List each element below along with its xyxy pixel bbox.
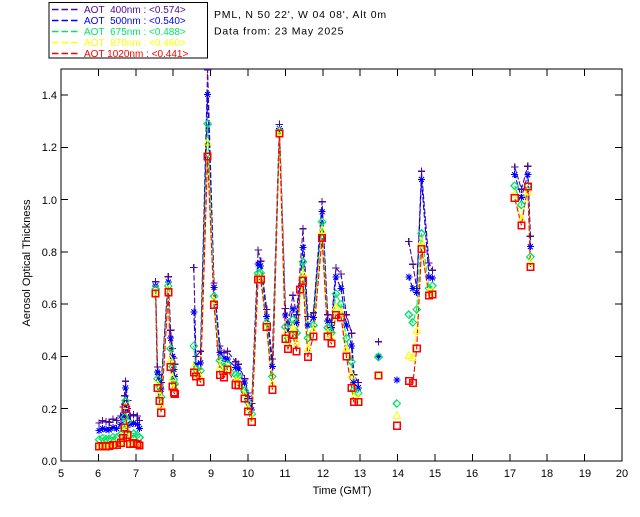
svg-text:13: 13 [354,468,366,480]
svg-text:0.2: 0.2 [42,404,57,416]
svg-text:AOT 400nm : <0.574>: AOT 400nm : <0.574> [84,5,186,16]
svg-text:1.0: 1.0 [42,195,57,207]
svg-text:0.0: 0.0 [42,456,57,468]
svg-text:8: 8 [170,468,176,480]
svg-text:14: 14 [392,468,404,480]
svg-text:0.4: 0.4 [42,351,57,363]
svg-text:Time (GMT): Time (GMT) [313,485,372,497]
svg-text:5: 5 [58,468,64,480]
svg-text:Data from: 23 May 2025: Data from: 23 May 2025 [214,26,344,38]
svg-text:AOT 1020nm : <0.441>: AOT 1020nm : <0.441> [84,49,188,60]
svg-text:18: 18 [541,468,553,480]
svg-text:1.4: 1.4 [42,90,57,102]
svg-text:1.2: 1.2 [42,142,57,154]
svg-text:16: 16 [466,468,478,480]
svg-text:10: 10 [242,468,254,480]
svg-text:0.6: 0.6 [42,299,57,311]
svg-text:6: 6 [95,468,101,480]
svg-text:7: 7 [133,468,139,480]
svg-text:PML, N 50 22', W 04 08', Alt 0: PML, N 50 22', W 04 08', Alt 0m [214,9,387,21]
svg-text:0.8: 0.8 [42,247,57,259]
svg-text:17: 17 [504,468,516,480]
svg-text:AOT 675nm : <0.488>: AOT 675nm : <0.488> [84,27,186,38]
svg-text:12: 12 [317,468,329,480]
svg-text:AOT 500nm : <0.540>: AOT 500nm : <0.540> [84,16,186,27]
svg-text:11: 11 [279,468,290,480]
svg-text:20: 20 [616,468,628,480]
svg-text:Aerosol Optical Thickness: Aerosol Optical Thickness [21,199,33,326]
svg-text:AOT 870nm : <0.460>: AOT 870nm : <0.460> [84,38,186,49]
svg-text:19: 19 [579,468,591,480]
svg-text:9: 9 [208,468,214,480]
svg-text:15: 15 [429,468,441,480]
